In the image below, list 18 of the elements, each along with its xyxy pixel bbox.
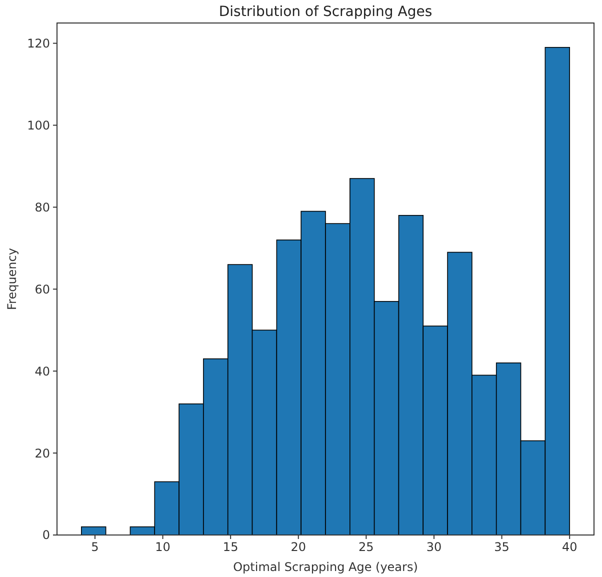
y-tick-label: 60 (34, 282, 50, 296)
x-axis-title: Optimal Scrapping Age (years) (233, 560, 418, 574)
y-tick-label: 120 (27, 36, 50, 50)
y-tick-label: 80 (34, 200, 50, 214)
y-axis-title: Frequency (5, 248, 19, 310)
chart-title: Distribution of Scrapping Ages (218, 4, 432, 20)
y-tick-label: 20 (34, 446, 50, 460)
y-tick-label: 40 (34, 364, 50, 378)
x-tick-label: 35 (494, 540, 510, 554)
x-tick-label: 20 (290, 540, 306, 554)
y-tick-label: 0 (42, 528, 50, 542)
x-tick-label: 25 (358, 540, 374, 554)
x-tick-label: 40 (562, 540, 578, 554)
x-tick-label: 30 (426, 540, 442, 554)
x-tick-label: 10 (155, 540, 170, 554)
y-tick-label: 100 (27, 118, 50, 132)
x-tick-label: 15 (222, 540, 238, 554)
x-tick-label: 5 (91, 540, 99, 554)
